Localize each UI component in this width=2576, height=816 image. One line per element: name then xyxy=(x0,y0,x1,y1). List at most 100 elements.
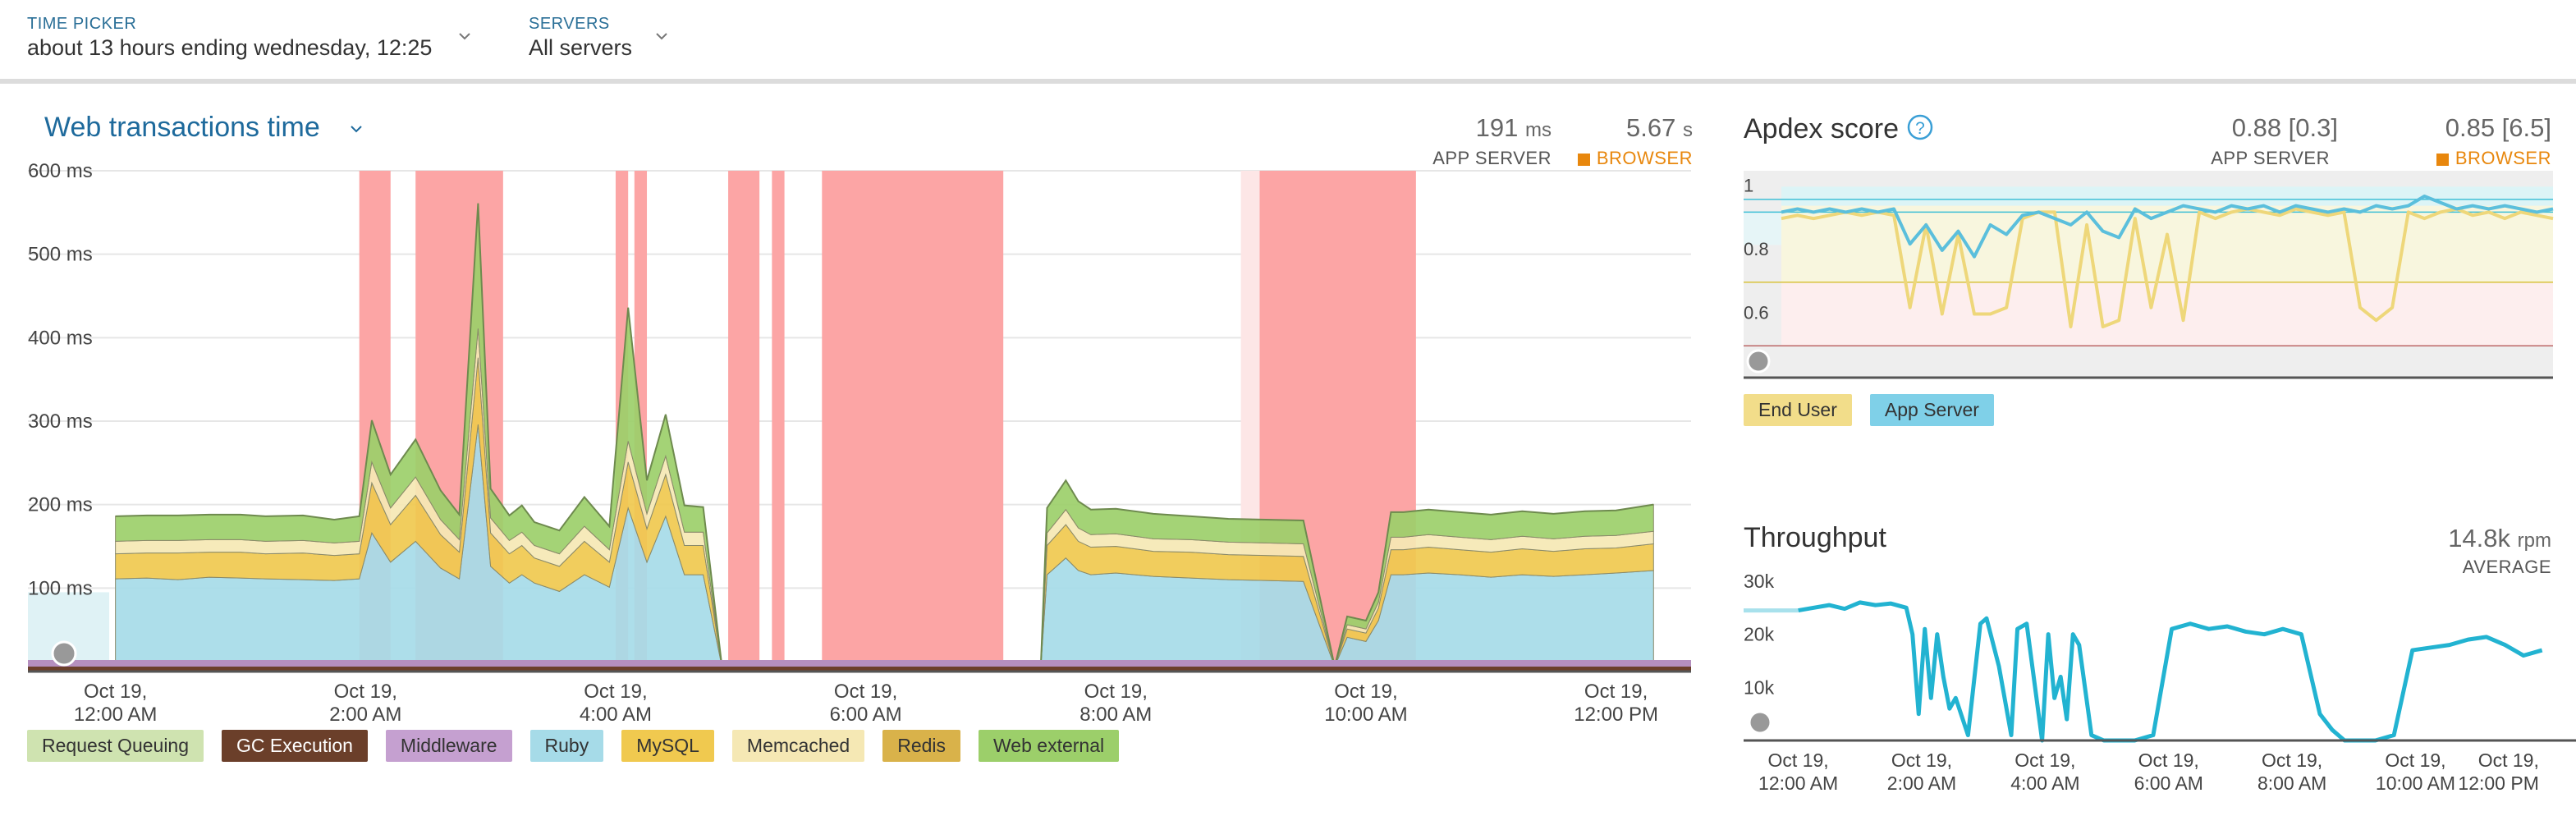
time-picker-label: TIME PICKER xyxy=(27,15,137,33)
y-tick-label: 0.8 xyxy=(1744,239,1769,259)
x-tick-label: Oct 19, xyxy=(84,681,147,703)
y-tick-label: 400 ms xyxy=(28,327,93,349)
apdex-title: Apdex score xyxy=(1744,113,1899,144)
x-tick-label: 12:00 PM xyxy=(1574,704,1658,726)
web-transactions-legend-web-external[interactable]: Web external xyxy=(979,730,1120,762)
x-tick-label: 6:00 AM xyxy=(830,704,902,726)
apdex-legend-end-user[interactable]: End User xyxy=(1744,394,1852,426)
y-tick-label: 200 ms xyxy=(28,494,93,516)
browser-label-wrap: BROWSER xyxy=(1577,148,1693,169)
y-tick-label: 300 ms xyxy=(28,410,93,433)
apdex-band xyxy=(1781,186,2553,206)
time-picker-value: about 13 hours ending wednesday, 12:25 xyxy=(27,35,433,60)
y-tick-label: 600 ms xyxy=(28,160,93,182)
x-tick-label: 2:00 AM xyxy=(329,704,401,726)
y-tick-label: 30k xyxy=(1744,571,1775,592)
browser-value: 5.67 xyxy=(1626,113,1676,142)
x-tick-label: Oct 19, xyxy=(1891,750,1952,771)
apdex-legend: End User App Server xyxy=(1744,394,1994,426)
top-bar: TIME PICKER about 13 hours ending wednes… xyxy=(0,0,2576,84)
browser-label: BROWSER xyxy=(1596,148,1693,168)
throughput-average: 14.8k rpm xyxy=(2448,524,2551,553)
web-transactions-chart[interactable]: 600 ms 500 ms 400 ms 300 ms 200 ms 100 ms Oct … xyxy=(0,156,1699,731)
x-tick-label: 12:00 AM xyxy=(1758,772,1838,794)
incident-band xyxy=(822,171,1004,672)
apdex-app-server-value: 0.88 [0.3] xyxy=(2231,113,2338,142)
apdex-browser-label: BROWSER xyxy=(2455,148,2551,168)
browser-square-icon xyxy=(1577,153,1590,166)
x-tick-label: Oct 19, xyxy=(2262,750,2322,771)
throughput-label: AVERAGE xyxy=(2462,557,2551,577)
series-end-user xyxy=(1781,207,2554,328)
web-transactions-legend-redis[interactable]: Redis xyxy=(882,730,961,762)
apdex-browser-value: 0.85 [6.5] xyxy=(2445,113,2551,142)
gc-band xyxy=(28,667,1691,672)
y-tick-label: 500 ms xyxy=(28,244,93,266)
web-transactions-legend-request-queuing[interactable]: Request Queuing xyxy=(27,730,204,762)
series-throughput xyxy=(1798,600,2543,743)
servers-label: SERVERS xyxy=(529,15,610,33)
x-tick-label: 4:00 AM xyxy=(2010,772,2079,794)
range-handle-icon[interactable] xyxy=(51,640,77,667)
x-tick-label: Oct 19, xyxy=(2015,750,2075,771)
y-tick-label: 100 ms xyxy=(28,577,93,599)
x-tick-label: 8:00 AM xyxy=(2257,772,2326,794)
chevron-down-icon[interactable] xyxy=(655,30,668,43)
web-transactions-legend-gc-execution[interactable]: GC Execution xyxy=(222,730,368,762)
x-tick-label: 4:00 AM xyxy=(580,704,652,726)
chevron-down-icon[interactable] xyxy=(350,122,363,135)
x-tick-label: 12:00 AM xyxy=(74,704,157,726)
web-transactions-title[interactable]: Web transactions time xyxy=(44,112,320,143)
app-server-label: APP SERVER xyxy=(1432,148,1552,168)
x-tick-label: Oct 19, xyxy=(2478,750,2539,771)
x-tick-label: Oct 19, xyxy=(1768,750,1829,771)
time-picker[interactable]: TIME PICKER about 13 hours ending wednes… xyxy=(27,15,432,61)
browser-unit: s xyxy=(1683,119,1693,141)
apdex-start-band xyxy=(1744,212,1781,245)
x-tick-label: Oct 19, xyxy=(1334,681,1397,703)
middleware-band xyxy=(28,660,1691,667)
svg-text:?: ? xyxy=(1915,119,1925,138)
range-handle-icon[interactable] xyxy=(1748,710,1772,735)
browser-response-time: 5.67 s xyxy=(1626,113,1693,143)
throughput-value: 14.8k xyxy=(2448,524,2511,552)
y-tick-label: 10k xyxy=(1744,676,1775,698)
x-tick-label: Oct 19, xyxy=(1584,681,1648,703)
x-tick-label: 10:00 AM xyxy=(2376,772,2455,794)
web-transactions-legend-mysql[interactable]: MySQL xyxy=(621,730,714,762)
app-server-value: 191 xyxy=(1475,113,1519,142)
help-question-icon[interactable]: ? xyxy=(1906,113,1934,141)
apdex-browser-label-wrap: BROWSER xyxy=(2436,148,2551,169)
chevron-down-icon[interactable] xyxy=(458,30,471,43)
x-tick-label: 8:00 AM xyxy=(1079,704,1152,726)
app-server-response-time: 191 ms xyxy=(1476,113,1552,143)
apdex-app-server-label: APP SERVER xyxy=(2211,148,2330,168)
x-tick-label: 12:00 PM xyxy=(2458,772,2538,794)
x-tick-label: Oct 19, xyxy=(2385,750,2445,771)
web-transactions-legend-middleware[interactable]: Middleware xyxy=(385,730,512,762)
y-tick-label: 20k xyxy=(1744,624,1775,645)
x-tick-label: Oct 19, xyxy=(2138,750,2199,771)
web-transactions-legend-memcached[interactable]: Memcached xyxy=(731,730,865,762)
x-tick-label: 6:00 AM xyxy=(2134,772,2203,794)
servers-picker[interactable]: SERVERS All servers xyxy=(529,15,632,61)
incident-band xyxy=(772,171,785,672)
y-tick-label: 1 xyxy=(1744,175,1753,195)
incident-band xyxy=(728,171,760,672)
x-tick-label: Oct 19, xyxy=(834,681,897,703)
throughput-unit: rpm xyxy=(2517,529,2551,552)
range-handle-icon[interactable] xyxy=(1746,349,1771,374)
apdex-legend-app-server[interactable]: App Server xyxy=(1869,394,1994,426)
apdex-band xyxy=(1781,282,2553,346)
servers-value: All servers xyxy=(529,35,633,60)
web-transactions-legend-ruby[interactable]: Ruby xyxy=(529,730,604,762)
y-tick-label: 0.6 xyxy=(1744,302,1769,323)
app-server-unit: ms xyxy=(1525,119,1552,141)
x-tick-label: Oct 19, xyxy=(1084,681,1148,703)
throughput-title: Throughput xyxy=(1744,522,1886,553)
x-tick-label: 10:00 AM xyxy=(1324,704,1407,726)
x-tick-label: Oct 19, xyxy=(584,681,647,703)
web-transactions-legend: Request Queuing GC Execution Middleware Rub… xyxy=(27,730,1120,762)
apdex-chart[interactable]: 1 0.8 0.6 xyxy=(1732,156,2576,394)
